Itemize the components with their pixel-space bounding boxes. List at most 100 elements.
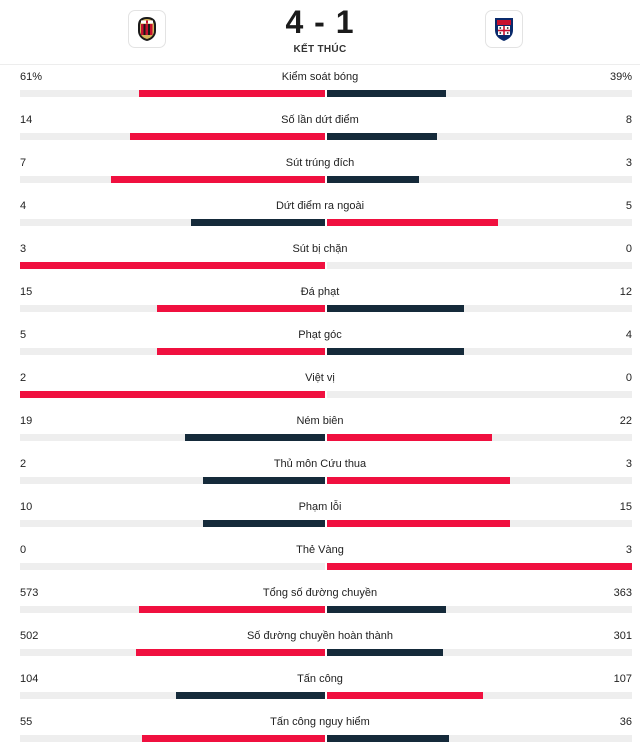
stat-row: 55 Tấn công nguy hiểm 36 bbox=[0, 709, 640, 752]
stat-row: 4 Dứt điểm ra ngoài 5 bbox=[0, 193, 640, 236]
stat-row: 15 Đá phạt 12 bbox=[0, 279, 640, 322]
home-stat-track bbox=[20, 219, 325, 226]
stat-label: Tấn công bbox=[297, 673, 343, 685]
away-team-crest[interactable] bbox=[485, 10, 523, 48]
home-stat-track bbox=[20, 133, 325, 140]
away-stat-track bbox=[327, 563, 632, 570]
stat-row: 10 Phạm lỗi 15 bbox=[0, 494, 640, 537]
match-score: 4 - 1 bbox=[285, 4, 355, 40]
stat-row: 3 Sút bị chặn 0 bbox=[0, 236, 640, 279]
home-stat-bar bbox=[203, 520, 325, 527]
stat-label: Việt vị bbox=[305, 372, 335, 384]
away-stat-value: 39% bbox=[609, 71, 632, 83]
home-stat-track bbox=[20, 391, 325, 398]
away-stat-value: 107 bbox=[613, 673, 632, 685]
away-stat-value: 3 bbox=[625, 458, 632, 470]
stat-label: Thẻ Vàng bbox=[296, 544, 344, 556]
away-stat-bar bbox=[327, 692, 483, 699]
home-stat-track bbox=[20, 735, 325, 742]
stat-label: Sút bị chặn bbox=[292, 243, 348, 255]
away-stat-track bbox=[327, 219, 632, 226]
home-team-crest[interactable] bbox=[128, 10, 166, 48]
home-stat-track bbox=[20, 262, 325, 269]
home-stat-value: 14 bbox=[20, 114, 33, 126]
stat-label: Tổng số đường chuyền bbox=[262, 587, 378, 599]
away-stat-bar bbox=[327, 305, 464, 312]
stat-label: Thủ môn Cứu thua bbox=[273, 458, 367, 470]
home-stat-value: 573 bbox=[20, 587, 39, 599]
home-stat-bar bbox=[176, 692, 325, 699]
away-stat-track bbox=[327, 262, 632, 269]
home-stat-value: 61% bbox=[20, 71, 43, 83]
home-stat-track bbox=[20, 90, 325, 97]
away-stat-bar bbox=[327, 606, 446, 613]
away-stat-value: 15 bbox=[619, 501, 632, 513]
home-stat-value: 5 bbox=[20, 329, 27, 341]
away-stat-bar bbox=[327, 90, 446, 97]
stat-label: Số lần dứt điểm bbox=[281, 114, 359, 126]
away-stat-track bbox=[327, 305, 632, 312]
away-stat-value: 363 bbox=[613, 587, 632, 599]
stat-row: 502 Số đường chuyền hoàn thành 301 bbox=[0, 623, 640, 666]
home-stat-track bbox=[20, 348, 325, 355]
stat-label: Dứt điểm ra ngoài bbox=[275, 200, 365, 212]
away-stat-value: 3 bbox=[625, 157, 632, 169]
home-stat-bar bbox=[142, 735, 325, 742]
away-stat-track bbox=[327, 90, 632, 97]
stat-label: Kiểm soát bóng bbox=[281, 71, 359, 83]
away-stat-value: 4 bbox=[625, 329, 632, 341]
away-stat-track bbox=[327, 649, 632, 656]
away-stat-track bbox=[327, 176, 632, 183]
away-stat-bar bbox=[327, 735, 449, 742]
away-stat-track bbox=[327, 133, 632, 140]
stat-row: 14 Số lần dứt điểm 8 bbox=[0, 107, 640, 150]
away-stat-bar bbox=[327, 133, 437, 140]
away-stat-value: 0 bbox=[625, 243, 632, 255]
away-stat-bar bbox=[327, 219, 498, 226]
away-stat-bar bbox=[327, 563, 632, 570]
away-stat-bar bbox=[327, 520, 510, 527]
cagliari-crest-icon bbox=[495, 18, 513, 41]
home-stat-value: 0 bbox=[20, 544, 27, 556]
stat-label: Đá phạt bbox=[300, 286, 340, 298]
away-stat-bar bbox=[327, 477, 510, 484]
away-stat-value: 12 bbox=[619, 286, 632, 298]
away-stat-track bbox=[327, 477, 632, 484]
home-stat-track bbox=[20, 563, 325, 570]
home-stat-track bbox=[20, 434, 325, 441]
stat-label: Ném biên bbox=[296, 415, 344, 427]
home-stat-bar bbox=[20, 391, 325, 398]
stat-row: 104 Tấn công 107 bbox=[0, 666, 640, 709]
home-stat-bar bbox=[157, 305, 325, 312]
away-stat-value: 5 bbox=[625, 200, 632, 212]
home-stat-bar bbox=[20, 262, 325, 269]
stat-label: Phạm lỗi bbox=[298, 501, 342, 513]
away-stat-value: 0 bbox=[625, 372, 632, 384]
stat-row: 2 Thủ môn Cứu thua 3 bbox=[0, 451, 640, 494]
home-stat-bar bbox=[157, 348, 325, 355]
stat-label: Tấn công nguy hiểm bbox=[270, 716, 370, 728]
ac-milan-crest-icon bbox=[138, 17, 156, 41]
home-stat-bar bbox=[111, 176, 325, 183]
stat-row: 5 Phạt góc 4 bbox=[0, 322, 640, 365]
match-stats-list: 61% Kiểm soát bóng 39% 14 Số lần dứt điểm 8 7 S… bbox=[0, 64, 640, 752]
away-stat-track bbox=[327, 692, 632, 699]
home-stat-bar bbox=[130, 133, 325, 140]
home-stat-value: 3 bbox=[20, 243, 27, 255]
home-stat-track bbox=[20, 477, 325, 484]
home-stat-bar bbox=[185, 434, 325, 441]
away-stat-value: 22 bbox=[619, 415, 632, 427]
away-stat-bar bbox=[327, 649, 443, 656]
home-stat-track bbox=[20, 606, 325, 613]
home-stat-value: 104 bbox=[20, 673, 39, 685]
home-stat-bar bbox=[136, 649, 325, 656]
stat-row: 19 Ném biên 22 bbox=[0, 408, 640, 451]
home-stat-value: 502 bbox=[20, 630, 39, 642]
home-stat-value: 2 bbox=[20, 458, 27, 470]
away-stat-track bbox=[327, 520, 632, 527]
stat-label: Sút trúng đích bbox=[285, 157, 355, 169]
home-stat-track bbox=[20, 520, 325, 527]
away-stat-track bbox=[327, 735, 632, 742]
home-stat-value: 2 bbox=[20, 372, 27, 384]
home-stat-track bbox=[20, 692, 325, 699]
